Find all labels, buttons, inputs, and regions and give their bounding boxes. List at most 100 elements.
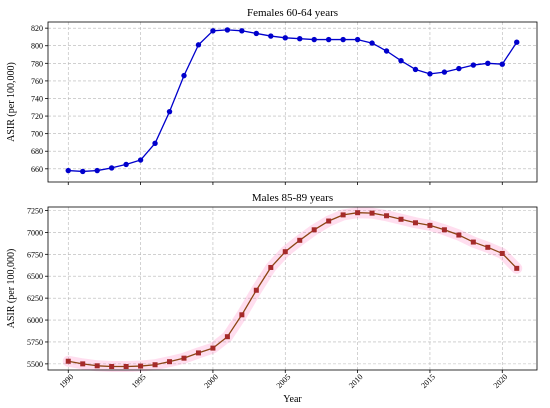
data-point	[268, 33, 274, 39]
data-point	[514, 265, 520, 271]
data-point	[383, 48, 390, 54]
y-tick-label: 760	[31, 77, 43, 86]
data-point	[354, 36, 361, 43]
data-point	[325, 36, 332, 43]
x-tick-label: 1990	[58, 372, 76, 390]
y-tick-label: 5750	[27, 338, 43, 347]
data-point	[369, 210, 375, 216]
data-point	[181, 355, 187, 361]
x-tick-label: 1995	[130, 372, 148, 390]
y-tick-label: 800	[31, 42, 43, 51]
y-axis-label: ASIR (per 100,000)	[6, 249, 17, 329]
data-point	[355, 210, 361, 216]
data-point	[311, 227, 317, 233]
y-tick-label: 700	[31, 130, 43, 139]
data-point	[123, 161, 129, 168]
data-point	[224, 334, 230, 340]
data-point	[340, 212, 346, 218]
y-tick-label: 7250	[27, 207, 43, 216]
data-point	[65, 358, 71, 364]
chart-title: Males 85-89 years	[252, 192, 333, 204]
plot-frame	[47, 206, 538, 371]
y-tick-label: 680	[31, 147, 43, 156]
data-point	[80, 168, 86, 175]
y-tick-label: 740	[31, 94, 43, 103]
data-point	[456, 232, 462, 238]
y-tick-label: 5500	[27, 360, 43, 369]
data-point	[152, 362, 158, 368]
data-point	[108, 165, 115, 171]
y-tick-label: 6250	[27, 294, 43, 303]
data-point	[369, 40, 375, 46]
chart-panel-females-60-64: Females 60-64 years ASIR (per 100,000) 660…	[6, 7, 538, 185]
data-point	[137, 157, 144, 163]
y-axis-label: ASIR (per 100,000)	[6, 62, 17, 142]
data-point	[441, 69, 448, 75]
data-point	[297, 36, 303, 42]
data-point	[65, 167, 71, 174]
data-point	[282, 35, 288, 41]
data-point	[195, 350, 201, 356]
data-point	[485, 60, 491, 67]
y-tick-label: 6500	[27, 272, 43, 281]
x-tick-label: 2000	[202, 372, 220, 390]
data-point	[224, 27, 231, 33]
data-point	[514, 39, 520, 45]
data-point	[80, 361, 86, 367]
x-tick-label: 2005	[275, 372, 293, 390]
data-point	[138, 363, 144, 369]
x-tick-label: 2020	[492, 372, 510, 390]
data-point	[282, 249, 288, 255]
data-point	[470, 62, 477, 68]
data-point	[499, 61, 505, 67]
y-tick-label: 720	[31, 112, 43, 121]
data-point	[499, 250, 505, 256]
plot-frame	[47, 21, 538, 183]
y-tick-label: 6750	[27, 250, 43, 259]
data-point	[253, 30, 260, 37]
data-point	[485, 244, 491, 250]
data-point	[456, 65, 462, 72]
data-point	[239, 312, 245, 318]
data-point	[427, 222, 433, 228]
data-point	[239, 28, 245, 34]
data-point	[210, 28, 216, 34]
data-point	[195, 42, 202, 48]
x-tick-label: 2015	[419, 372, 437, 390]
y-tick-label: 780	[31, 59, 43, 68]
chart-title: Females 60-64 years	[247, 7, 338, 19]
data-point	[412, 66, 419, 73]
y-tick-label: 660	[31, 165, 43, 174]
data-point	[441, 227, 447, 233]
data-point	[210, 345, 216, 351]
data-point	[123, 363, 129, 369]
data-point	[181, 72, 187, 79]
x-tick-label: 2010	[347, 372, 365, 390]
y-tick-label: 6000	[27, 316, 43, 325]
data-point	[311, 36, 317, 43]
data-point	[167, 359, 173, 365]
x-axis-label: Year	[283, 394, 302, 405]
data-point	[398, 216, 404, 222]
data-point	[94, 167, 100, 174]
data-point	[268, 264, 274, 270]
confidence-band	[62, 207, 523, 372]
data-point	[297, 237, 303, 243]
y-tick-label: 820	[31, 24, 43, 33]
data-point	[109, 363, 115, 369]
data-point	[326, 218, 332, 224]
data-point	[340, 36, 346, 43]
data-point	[152, 140, 158, 147]
data-point	[412, 220, 418, 226]
data-point	[94, 363, 100, 369]
y-tick-label: 7000	[27, 228, 43, 237]
series-line	[68, 29, 518, 173]
data-point	[398, 57, 404, 64]
chart-panel-males-85-89: Males 85-89 years ASIR (per 100,000) Year 5…	[6, 192, 538, 405]
data-point	[384, 213, 390, 219]
data-point	[253, 287, 259, 293]
data-point	[427, 71, 433, 77]
data-point	[166, 108, 173, 115]
data-point	[470, 239, 476, 245]
